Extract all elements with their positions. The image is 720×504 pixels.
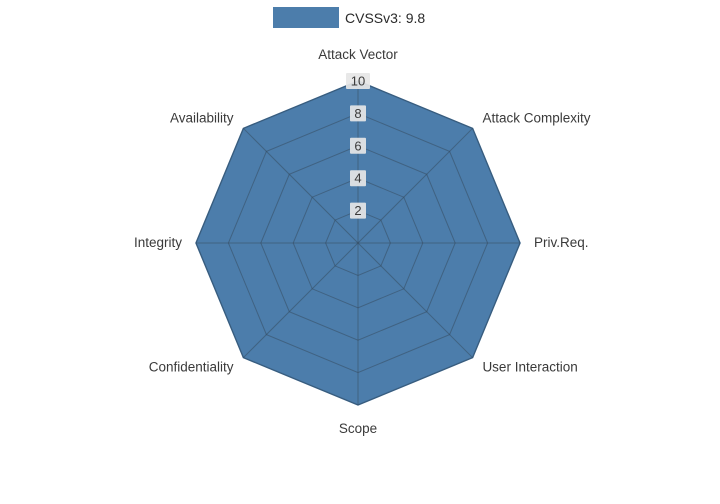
radar-spoke [243, 128, 359, 244]
radar-spoke [357, 128, 473, 244]
axis-label-attack-complexity: Attack Complexity [482, 111, 590, 126]
radial-tick-box [350, 202, 366, 219]
radial-tick-box [350, 170, 366, 187]
axis-label-availability: Availability [170, 111, 234, 126]
axis-label-priv-req: Priv.Req. [534, 235, 589, 250]
radial-tick-label: 4 [354, 171, 361, 186]
legend[interactable]: CVSSv3: 9.8 [273, 7, 425, 28]
radar-spoke [243, 242, 359, 358]
radar-spoke [357, 242, 473, 358]
radial-tick-label: 6 [354, 138, 361, 153]
radial-tick-box [350, 105, 366, 122]
legend-label: CVSSv3: 9.8 [345, 9, 426, 26]
radial-tick-label: 2 [354, 203, 361, 218]
radial-tick-label: 10 [351, 74, 365, 89]
axis-label-scope: Scope [339, 421, 377, 436]
legend-swatch [273, 7, 339, 28]
axis-label-integrity: Integrity [134, 235, 182, 250]
radial-tick-box [350, 137, 366, 154]
axis-label-user-interaction: User Interaction [482, 359, 577, 374]
axis-label-attack-vector: Attack Vector [318, 47, 398, 62]
axis-label-confidentiality: Confidentiality [149, 359, 234, 374]
radial-tick-label: 8 [354, 106, 361, 121]
radial-tick-box [346, 73, 370, 89]
